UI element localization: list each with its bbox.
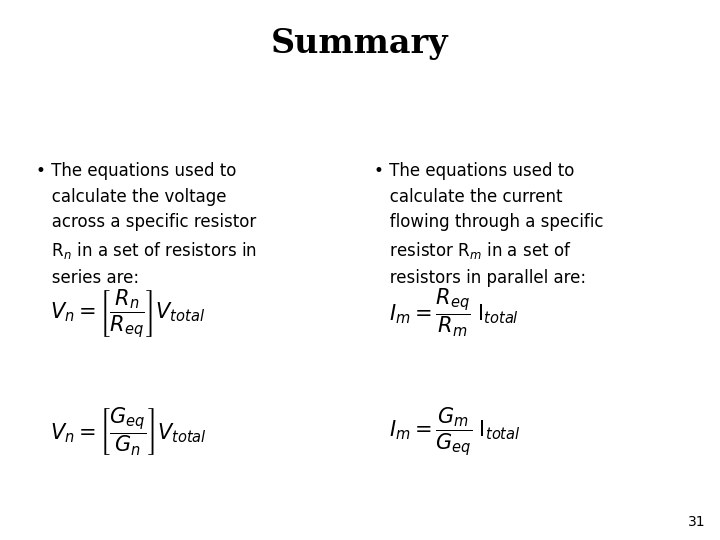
Text: • The equations used to
   calculate the current
   flowing through a specific
 : • The equations used to calculate the cu… [374, 162, 604, 287]
Text: $V_n = \left[\dfrac{R_n}{R_{eq}}\right] V_{total}$: $V_n = \left[\dfrac{R_n}{R_{eq}}\right] … [50, 287, 205, 340]
Text: $I_m = \dfrac{G_m}{G_{eq}} \; \mathrm{I}_{total}$: $I_m = \dfrac{G_m}{G_{eq}} \; \mathrm{I}… [389, 406, 521, 458]
Text: • The equations used to
   calculate the voltage
   across a specific resistor
 : • The equations used to calculate the vo… [36, 162, 257, 287]
Text: $I_m = \dfrac{R_{eq}}{R_m} \; \mathrm{I}_{total}$: $I_m = \dfrac{R_{eq}}{R_m} \; \mathrm{I}… [389, 287, 518, 340]
Text: 31: 31 [688, 515, 706, 529]
Text: Summary: Summary [271, 27, 449, 60]
Text: $V_n = \left[\dfrac{G_{eq}}{G_n}\right] V_{total}$: $V_n = \left[\dfrac{G_{eq}}{G_n}\right] … [50, 406, 207, 458]
